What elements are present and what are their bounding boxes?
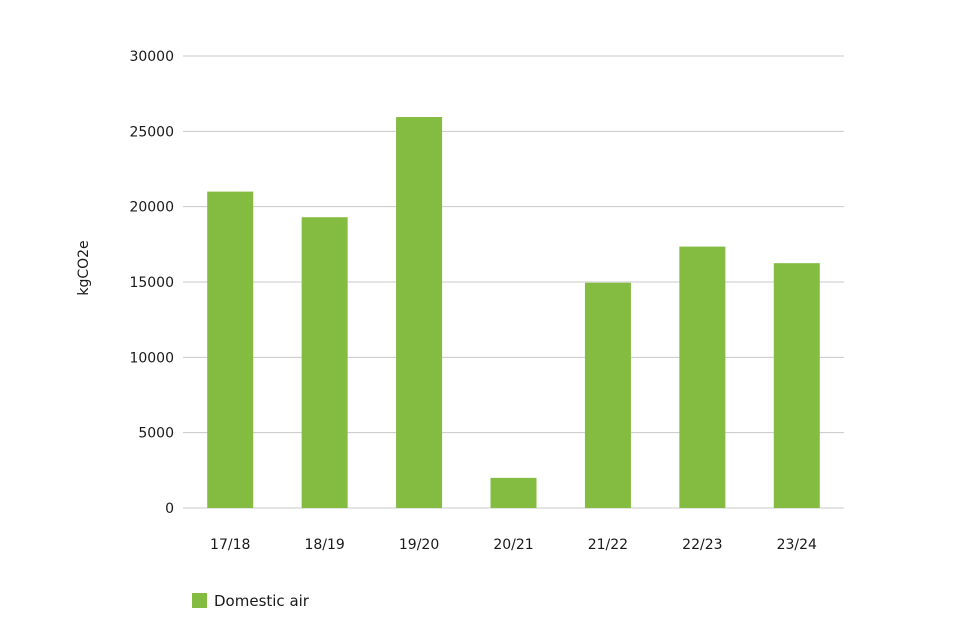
legend-swatch [192, 593, 207, 608]
x-tick-label: 19/20 [399, 537, 439, 553]
legend: Domestic air [192, 592, 310, 610]
bar [301, 217, 348, 509]
y-tick-label: 25000 [129, 124, 174, 140]
bar [490, 477, 537, 508]
bar [584, 282, 631, 508]
bar [207, 191, 254, 508]
y-axis-title: kgCO2e [76, 240, 92, 295]
y-tick-label: 10000 [129, 350, 174, 366]
x-tick-label: 18/19 [304, 537, 344, 553]
x-tick-label: 20/21 [493, 537, 533, 553]
y-axis-ticks: 0 5000 10000 15000 20000 25000 30000 [129, 49, 174, 517]
x-tick-label: 23/24 [777, 537, 817, 553]
legend-label: Domestic air [214, 592, 310, 610]
y-tick-label: 0 [165, 501, 174, 517]
x-tick-label: 22/23 [682, 537, 722, 553]
x-tick-label: 17/18 [210, 537, 250, 553]
x-tick-label: 21/22 [588, 537, 628, 553]
y-tick-label: 5000 [138, 426, 174, 442]
bar [679, 246, 726, 509]
gridlines [183, 55, 844, 509]
bar [396, 117, 443, 509]
y-tick-label: 20000 [129, 200, 174, 216]
bars [207, 117, 820, 509]
x-axis-ticks: 17/18 18/19 19/20 20/21 21/22 22/23 23/24 [210, 537, 817, 553]
y-tick-label: 30000 [129, 49, 174, 65]
y-tick-label: 15000 [129, 275, 174, 291]
bar [773, 263, 820, 508]
